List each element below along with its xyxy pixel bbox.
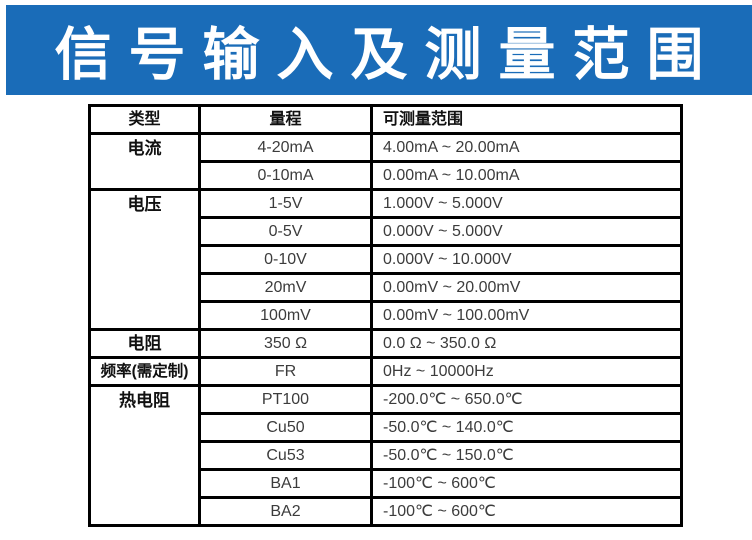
title-banner: 信号输入及测量范围 bbox=[6, 5, 752, 95]
range-cell: Cu53 bbox=[198, 440, 373, 471]
range-cell: PT100 bbox=[198, 384, 373, 415]
measure-range-cell: 0.00mV ~ 20.00mV bbox=[370, 272, 683, 303]
type-cell-voltage: 电压 bbox=[88, 188, 201, 331]
measure-range-cell: -100℃ ~ 600℃ bbox=[370, 468, 683, 499]
range-cell: BA1 bbox=[198, 468, 373, 499]
table-row: 0-10V 0.000V ~ 10.000V bbox=[90, 244, 683, 275]
page-title: 信号输入及测量范围 bbox=[54, 22, 721, 88]
table-row: 0-10mA 0.00mA ~ 10.00mA bbox=[90, 160, 683, 191]
range-cell: 0-10V bbox=[198, 244, 373, 275]
measure-range-cell: 0.00mV ~ 100.00mV bbox=[370, 300, 683, 331]
range-cell: BA2 bbox=[198, 496, 373, 527]
range-cell: 0-5V bbox=[198, 216, 373, 247]
table-row: 电阻 350 Ω 0.0 Ω ~ 350.0 Ω bbox=[88, 328, 683, 359]
table-row: 20mV 0.00mV ~ 20.00mV bbox=[90, 272, 683, 303]
measure-range-cell: -100℃ ~ 600℃ bbox=[370, 496, 683, 527]
col-header-range: 量程 bbox=[198, 104, 373, 135]
measure-range-cell: -50.0℃ ~ 150.0℃ bbox=[370, 440, 683, 471]
table-row: 100mV 0.00mV ~ 100.00mV bbox=[90, 300, 683, 331]
measure-range-cell: 1.000V ~ 5.000V bbox=[370, 188, 683, 219]
table-row: 电流 4-20mA 4.00mA ~ 20.00mA bbox=[88, 132, 683, 191]
type-cell-current: 电流 bbox=[88, 132, 201, 191]
type-cell-resistance: 电阻 bbox=[88, 328, 201, 359]
measure-range-cell: 0Hz ~ 10000Hz bbox=[370, 356, 683, 387]
type-cell-rtd: 热电阻 bbox=[88, 384, 201, 527]
measure-range-cell: -50.0℃ ~ 140.0℃ bbox=[370, 412, 683, 443]
range-cell: 4-20mA bbox=[198, 132, 373, 163]
type-cell-frequency: 频率(需定制) bbox=[88, 356, 201, 387]
table-row: 热电阻 PT100 -200.0℃ ~ 650.0℃ bbox=[88, 384, 683, 527]
measure-range-cell: 0.000V ~ 5.000V bbox=[370, 216, 683, 247]
table-row: 频率(需定制) FR 0Hz ~ 10000Hz bbox=[88, 356, 683, 387]
measure-range-cell: 4.00mA ~ 20.00mA bbox=[370, 132, 683, 163]
table-row: BA1 -100℃ ~ 600℃ bbox=[90, 468, 683, 499]
range-cell: FR bbox=[198, 356, 373, 387]
table-row: 电压 1-5V 1.000V ~ 5.000V bbox=[88, 188, 683, 331]
table-row: Cu50 -50.0℃ ~ 140.0℃ bbox=[90, 412, 683, 443]
range-cell: 350 Ω bbox=[198, 328, 373, 359]
table-header-row: 类型 量程 可测量范围 bbox=[88, 104, 683, 135]
measure-range-cell: 0.00mA ~ 10.00mA bbox=[370, 160, 683, 191]
col-header-type: 类型 bbox=[88, 104, 201, 135]
signal-spec-table: 类型 量程 可测量范围 电流 4-20mA 4.00mA ~ 20.00mA 0… bbox=[88, 104, 683, 527]
measure-range-cell: -200.0℃ ~ 650.0℃ bbox=[370, 384, 683, 415]
col-header-measurable: 可测量范围 bbox=[370, 104, 683, 135]
range-cell: 20mV bbox=[198, 272, 373, 303]
range-cell: Cu50 bbox=[198, 412, 373, 443]
measure-range-cell: 0.000V ~ 10.000V bbox=[370, 244, 683, 275]
table-row: BA2 -100℃ ~ 600℃ bbox=[90, 496, 683, 527]
measure-range-cell: 0.0 Ω ~ 350.0 Ω bbox=[370, 328, 683, 359]
table-row: 0-5V 0.000V ~ 5.000V bbox=[90, 216, 683, 247]
range-cell: 0-10mA bbox=[198, 160, 373, 191]
table-row: Cu53 -50.0℃ ~ 150.0℃ bbox=[90, 440, 683, 471]
range-cell: 1-5V bbox=[198, 188, 373, 219]
range-cell: 100mV bbox=[198, 300, 373, 331]
